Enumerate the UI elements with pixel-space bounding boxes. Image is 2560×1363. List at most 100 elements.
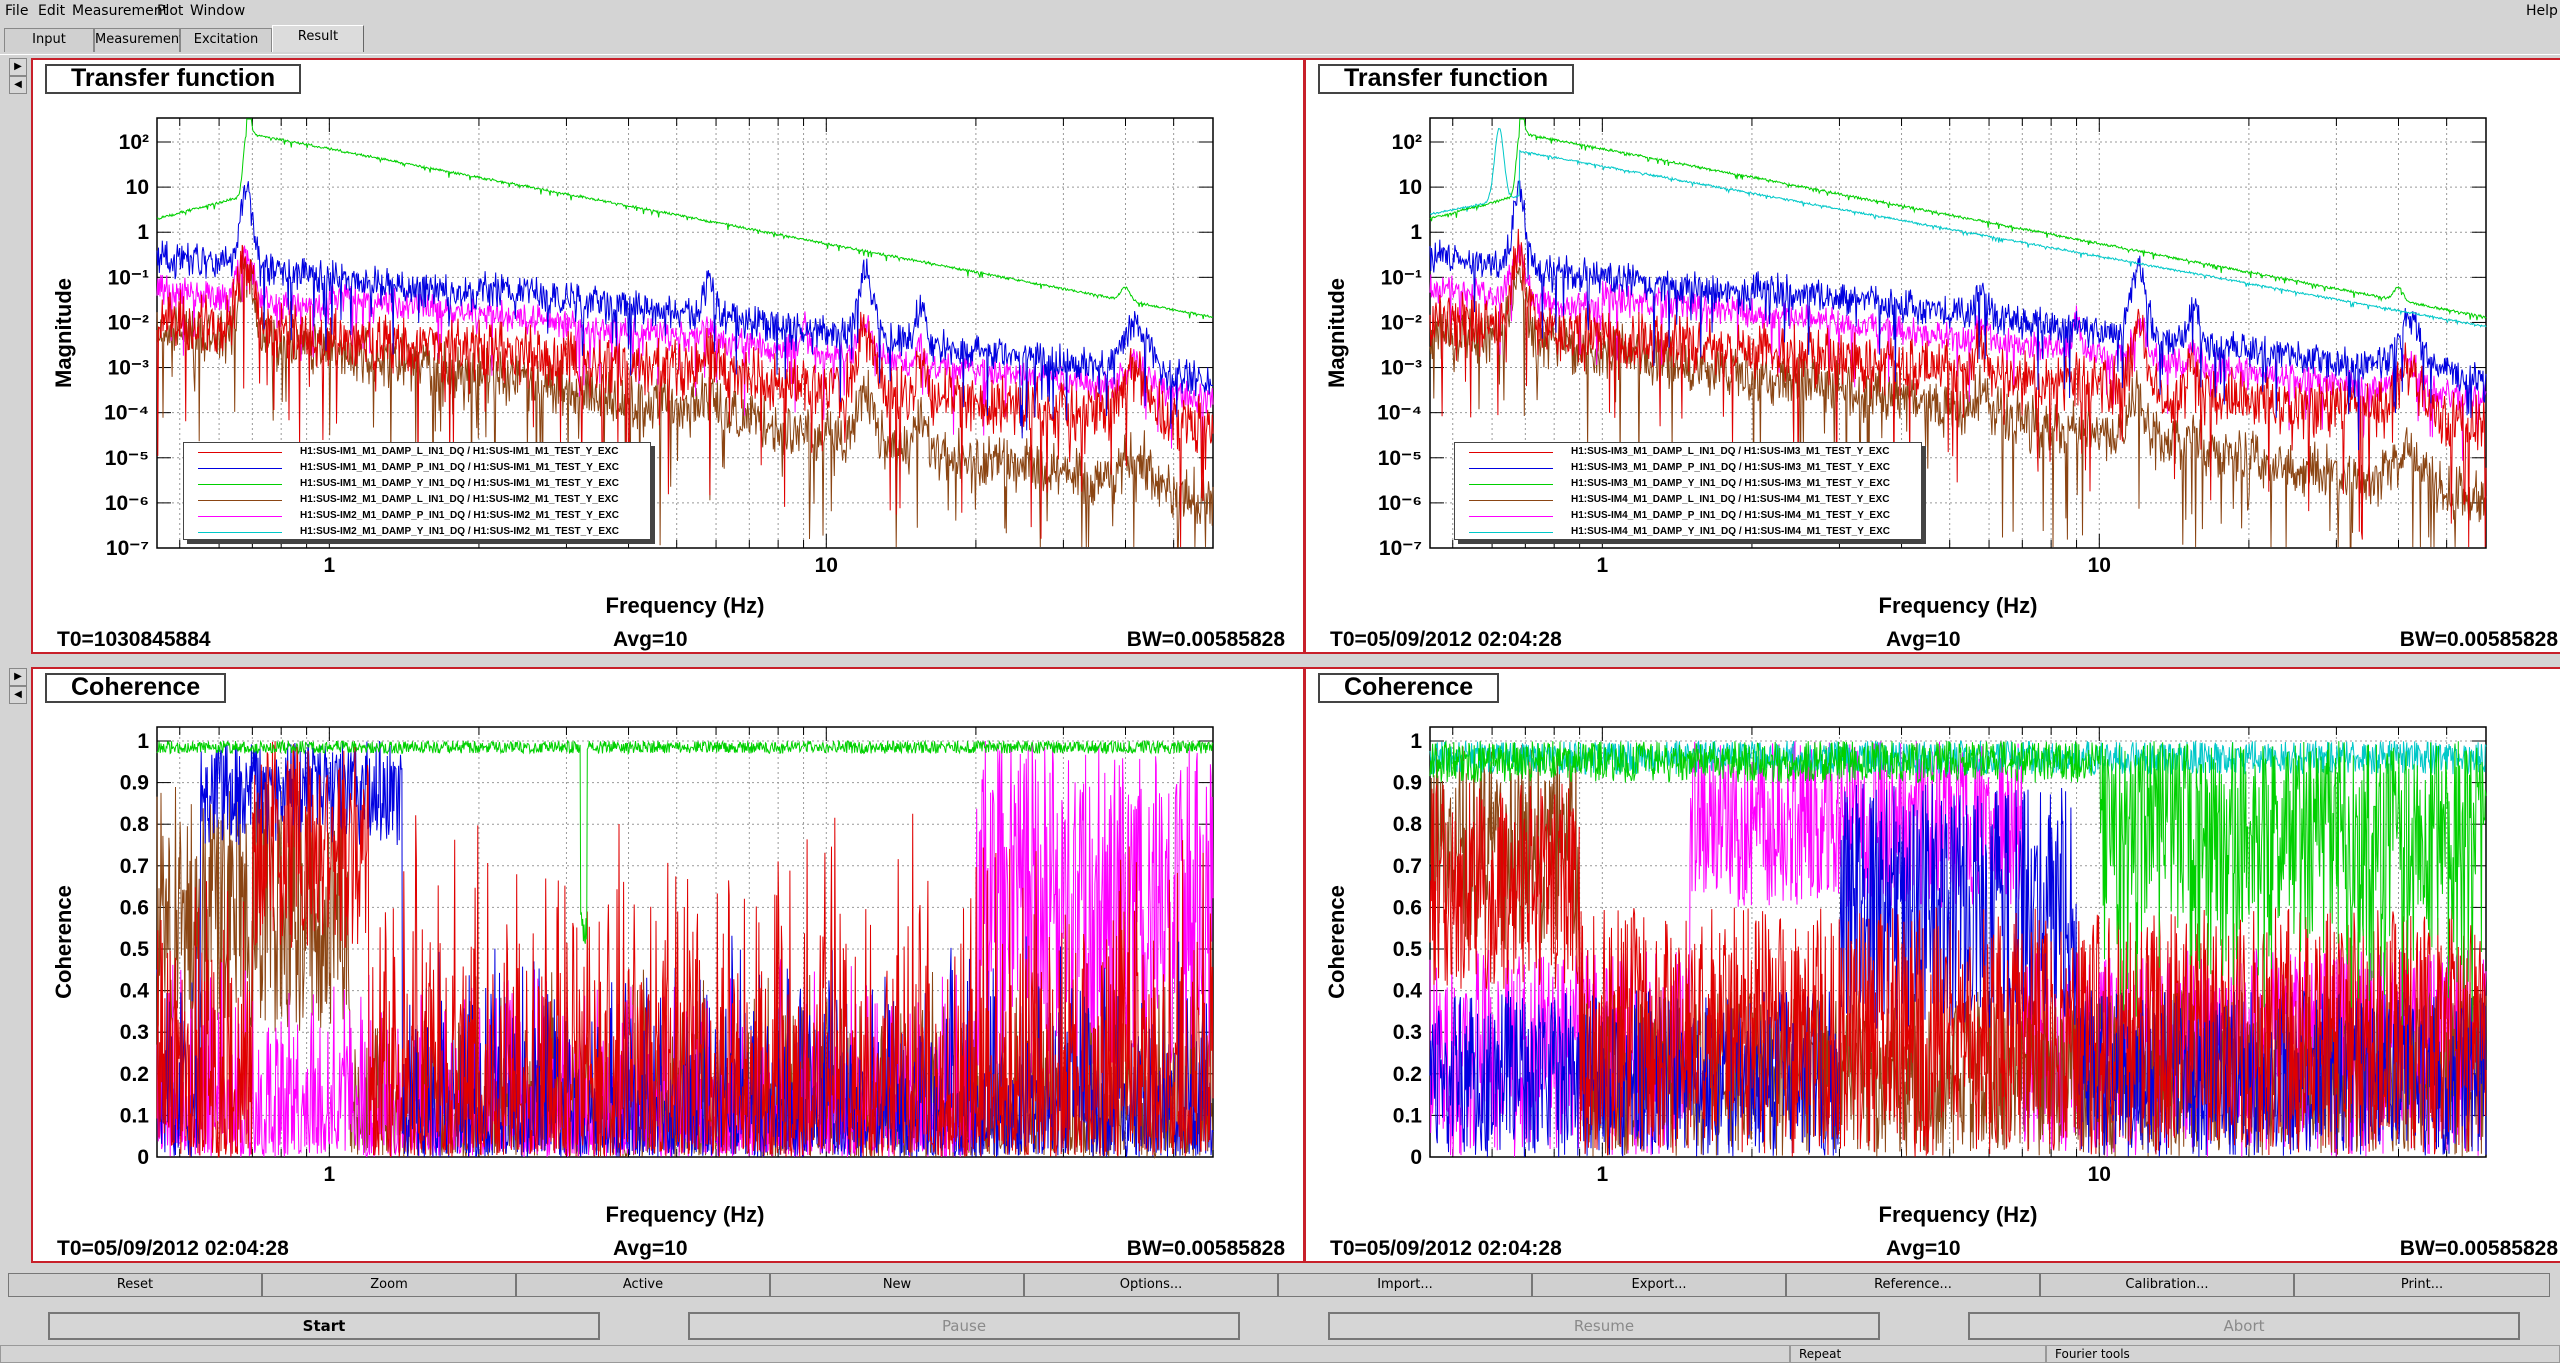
y-tick-label: 0.8 bbox=[1393, 813, 1423, 836]
x-tick-label: 10 bbox=[815, 554, 838, 577]
y-tick-label: 10⁻² bbox=[108, 311, 149, 334]
coherence-panel-1[interactable]: 1 0.9 0.8 0.7 0.6 0.5 0.4 0.3 0.2 0.1 0 1 Frequency … bbox=[31, 667, 1305, 1263]
expand-arrow-icon[interactable]: ▶ bbox=[9, 668, 27, 686]
legend-item: H1:SUS-IM3_M1_DAMP_Y_IN1_DQ / H1:SUS-IM3… bbox=[1455, 477, 1921, 493]
legend-label: H1:SUS-IM4_M1_DAMP_L_IN1_DQ / H1:SUS-IM4… bbox=[1571, 494, 1890, 505]
transfer-function-panel-2[interactable]: 10² 10 1 10⁻¹ 10⁻² 10⁻³ 10⁻⁴ 10⁻⁵ 10⁻⁶ 10⁻⁷ 1 10 Fre… bbox=[1304, 58, 2560, 654]
trace-red bbox=[156, 244, 1214, 548]
import-button[interactable]: Import... bbox=[1278, 1273, 1532, 1297]
menu-edit[interactable]: Edit bbox=[38, 3, 66, 19]
legend-item: H1:SUS-IM3_M1_DAMP_P_IN1_DQ / H1:SUS-IM3… bbox=[1455, 461, 1921, 477]
transfer-function-panel-1[interactable]: 10² 10 1 10⁻¹ 10⁻² 10⁻³ 10⁻⁴ 10⁻⁵ 10⁻⁶ 10⁻⁷ 1 10 Fre… bbox=[31, 58, 1305, 654]
x-axis-label: Frequency (Hz) bbox=[606, 1202, 765, 1227]
y-tick-label: 0 bbox=[1410, 1146, 1422, 1169]
resume-button[interactable]: Resume bbox=[1328, 1312, 1880, 1340]
reset-button[interactable]: Reset bbox=[8, 1273, 262, 1297]
start-button[interactable]: Start bbox=[48, 1312, 600, 1340]
options-button[interactable]: Options... bbox=[1024, 1273, 1278, 1297]
calibration-button[interactable]: Calibration... bbox=[2040, 1273, 2294, 1297]
t0-label: T0=05/09/2012 02:04:28 bbox=[57, 1237, 289, 1260]
y-axis-label: Coherence bbox=[51, 885, 76, 999]
coherence-plot[interactable]: 1 0.9 0.8 0.7 0.6 0.5 0.4 0.3 0.2 0.1 0 1 Frequency … bbox=[33, 669, 1303, 1229]
trace-red bbox=[156, 741, 1214, 1158]
bandwidth-label: BW=0.00585828 bbox=[2399, 628, 2558, 651]
y-tick-label: 10⁻⁶ bbox=[1378, 492, 1422, 515]
tab-result[interactable]: Result bbox=[272, 25, 364, 52]
menu-file[interactable]: File bbox=[5, 3, 29, 19]
transfer-function-plot[interactable]: 10² 10 1 10⁻¹ 10⁻² 10⁻³ 10⁻⁴ 10⁻⁵ 10⁻⁶ 10⁻⁷ 1 10 Fre… bbox=[1306, 60, 2560, 620]
new-button[interactable]: New bbox=[770, 1273, 1024, 1297]
avg-label: Avg=10 bbox=[613, 1237, 688, 1260]
menu-measurement[interactable]: Measurement bbox=[72, 3, 169, 19]
abort-button[interactable]: Abort bbox=[1968, 1312, 2520, 1340]
y-tick-label: 10⁻¹ bbox=[1381, 266, 1422, 289]
menu-plot[interactable]: Plot bbox=[157, 3, 184, 19]
zoom-button[interactable]: Zoom bbox=[262, 1273, 516, 1297]
coherence-panel-2[interactable]: 1 0.9 0.8 0.7 0.6 0.5 0.4 0.3 0.2 0.1 0 1 10 Frequenc… bbox=[1304, 667, 2560, 1263]
legend-item: H1:SUS-IM1_M1_DAMP_Y_IN1_DQ / H1:SUS-IM1… bbox=[184, 477, 650, 493]
trace-green bbox=[1429, 741, 2487, 1026]
x-tick-label: 1 bbox=[323, 1163, 335, 1186]
status-fourier-tools: Fourier tools bbox=[2046, 1345, 2560, 1363]
tab-input[interactable]: Input bbox=[4, 28, 94, 52]
legend-swatch bbox=[1469, 484, 1553, 485]
y-tick-label: 10⁻⁴ bbox=[104, 402, 149, 425]
status-message bbox=[0, 1345, 1790, 1363]
legend-item: H1:SUS-IM2_M1_DAMP_P_IN1_DQ / H1:SUS-IM2… bbox=[184, 509, 650, 525]
collapse-arrow-icon[interactable]: ◀ bbox=[9, 686, 27, 704]
legend-swatch bbox=[1469, 452, 1553, 453]
legend-item: H1:SUS-IM1_M1_DAMP_L_IN1_DQ / H1:SUS-IM1… bbox=[184, 445, 650, 461]
collapse-arrow-icon[interactable]: ◀ bbox=[9, 76, 27, 94]
legend-item: H1:SUS-IM3_M1_DAMP_L_IN1_DQ / H1:SUS-IM3… bbox=[1455, 445, 1921, 461]
legend: H1:SUS-IM3_M1_DAMP_L_IN1_DQ / H1:SUS-IM3… bbox=[1454, 442, 1922, 540]
expand-arrow-icon[interactable]: ▶ bbox=[9, 58, 27, 76]
legend-label: H1:SUS-IM1_M1_DAMP_L_IN1_DQ / H1:SUS-IM1… bbox=[300, 446, 619, 457]
y-axis-label: Magnitude bbox=[51, 278, 76, 388]
x-tick-label: 10 bbox=[2088, 1163, 2111, 1186]
y-tick-label: 10² bbox=[119, 131, 149, 154]
y-tick-label: 1 bbox=[137, 730, 149, 753]
y-tick-label: 0.9 bbox=[1393, 772, 1422, 795]
x-tick-label: 1 bbox=[1596, 1163, 1608, 1186]
trace-red bbox=[1429, 228, 2487, 548]
t0-label: T0=05/09/2012 02:04:28 bbox=[1330, 628, 1562, 651]
tab-measurement[interactable]: Measurement bbox=[94, 28, 184, 52]
y-tick-label: 10 bbox=[1399, 176, 1422, 199]
y-tick-label: 0.1 bbox=[1393, 1104, 1423, 1127]
y-tick-label: 0.7 bbox=[1393, 855, 1422, 878]
active-button[interactable]: Active bbox=[516, 1273, 770, 1297]
x-axis-label: Frequency (Hz) bbox=[1879, 1202, 2038, 1227]
menu-help[interactable]: Help bbox=[2526, 3, 2558, 19]
y-tick-label: 0.2 bbox=[120, 1063, 149, 1086]
legend-swatch bbox=[1469, 500, 1553, 501]
tab-excitation[interactable]: Excitation bbox=[180, 28, 272, 52]
y-tick-label: 0.3 bbox=[1393, 1021, 1422, 1044]
trace-red bbox=[1429, 782, 2487, 1157]
pause-button[interactable]: Pause bbox=[688, 1312, 1240, 1340]
reference-button[interactable]: Reference... bbox=[1786, 1273, 2040, 1297]
menu-window[interactable]: Window bbox=[190, 3, 246, 19]
legend-swatch bbox=[1469, 468, 1553, 469]
legend-label: H1:SUS-IM3_M1_DAMP_L_IN1_DQ / H1:SUS-IM3… bbox=[1571, 446, 1890, 457]
export-button[interactable]: Export... bbox=[1532, 1273, 1786, 1297]
legend-item: H1:SUS-IM2_M1_DAMP_Y_IN1_DQ / H1:SUS-IM2… bbox=[184, 525, 650, 541]
legend-label: H1:SUS-IM3_M1_DAMP_P_IN1_DQ / H1:SUS-IM3… bbox=[1571, 462, 1890, 473]
legend-swatch bbox=[198, 532, 282, 533]
coherence-plot[interactable]: 1 0.9 0.8 0.7 0.6 0.5 0.4 0.3 0.2 0.1 0 1 10 Frequenc… bbox=[1306, 669, 2560, 1229]
avg-label: Avg=10 bbox=[1886, 628, 1961, 651]
y-tick-label: 10² bbox=[1392, 131, 1422, 154]
legend-item: H1:SUS-IM2_M1_DAMP_L_IN1_DQ / H1:SUS-IM2… bbox=[184, 493, 650, 509]
trace-green bbox=[156, 739, 1214, 944]
y-tick-label: 0.5 bbox=[1393, 938, 1423, 961]
print-button[interactable]: Print... bbox=[2294, 1273, 2550, 1297]
trace-cyan bbox=[1429, 127, 2487, 328]
y-tick-label: 1 bbox=[1410, 221, 1422, 244]
y-tick-label: 10⁻³ bbox=[108, 357, 149, 380]
legend-label: H1:SUS-IM2_M1_DAMP_L_IN1_DQ / H1:SUS-IM2… bbox=[300, 494, 619, 505]
transfer-function-plot[interactable]: 10² 10 1 10⁻¹ 10⁻² 10⁻³ 10⁻⁴ 10⁻⁵ 10⁻⁶ 10⁻⁷ 1 10 Fre… bbox=[33, 60, 1303, 620]
trace-green bbox=[156, 118, 1214, 320]
y-tick-label: 0.3 bbox=[120, 1021, 149, 1044]
bandwidth-label: BW=0.00585828 bbox=[1126, 1237, 1285, 1260]
y-tick-label: 0.6 bbox=[120, 896, 149, 919]
y-tick-label: 0.6 bbox=[1393, 896, 1422, 919]
